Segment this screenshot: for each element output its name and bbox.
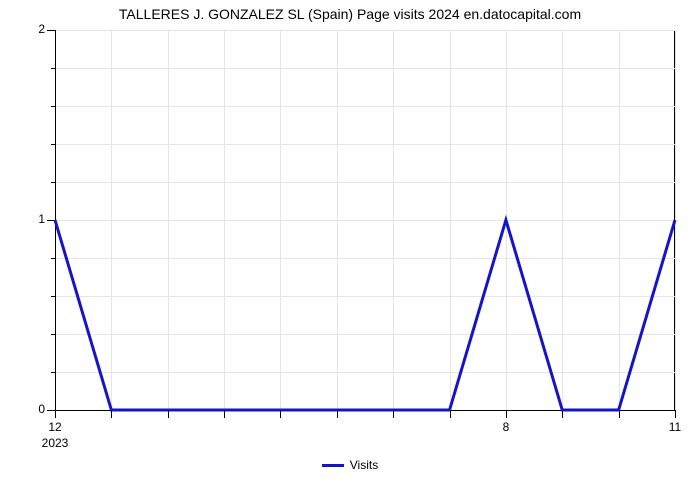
chart-container: TALLERES J. GONZALEZ SL (Spain) Page vis…	[0, 0, 700, 500]
series-visits	[0, 0, 700, 500]
series-line	[55, 220, 675, 410]
